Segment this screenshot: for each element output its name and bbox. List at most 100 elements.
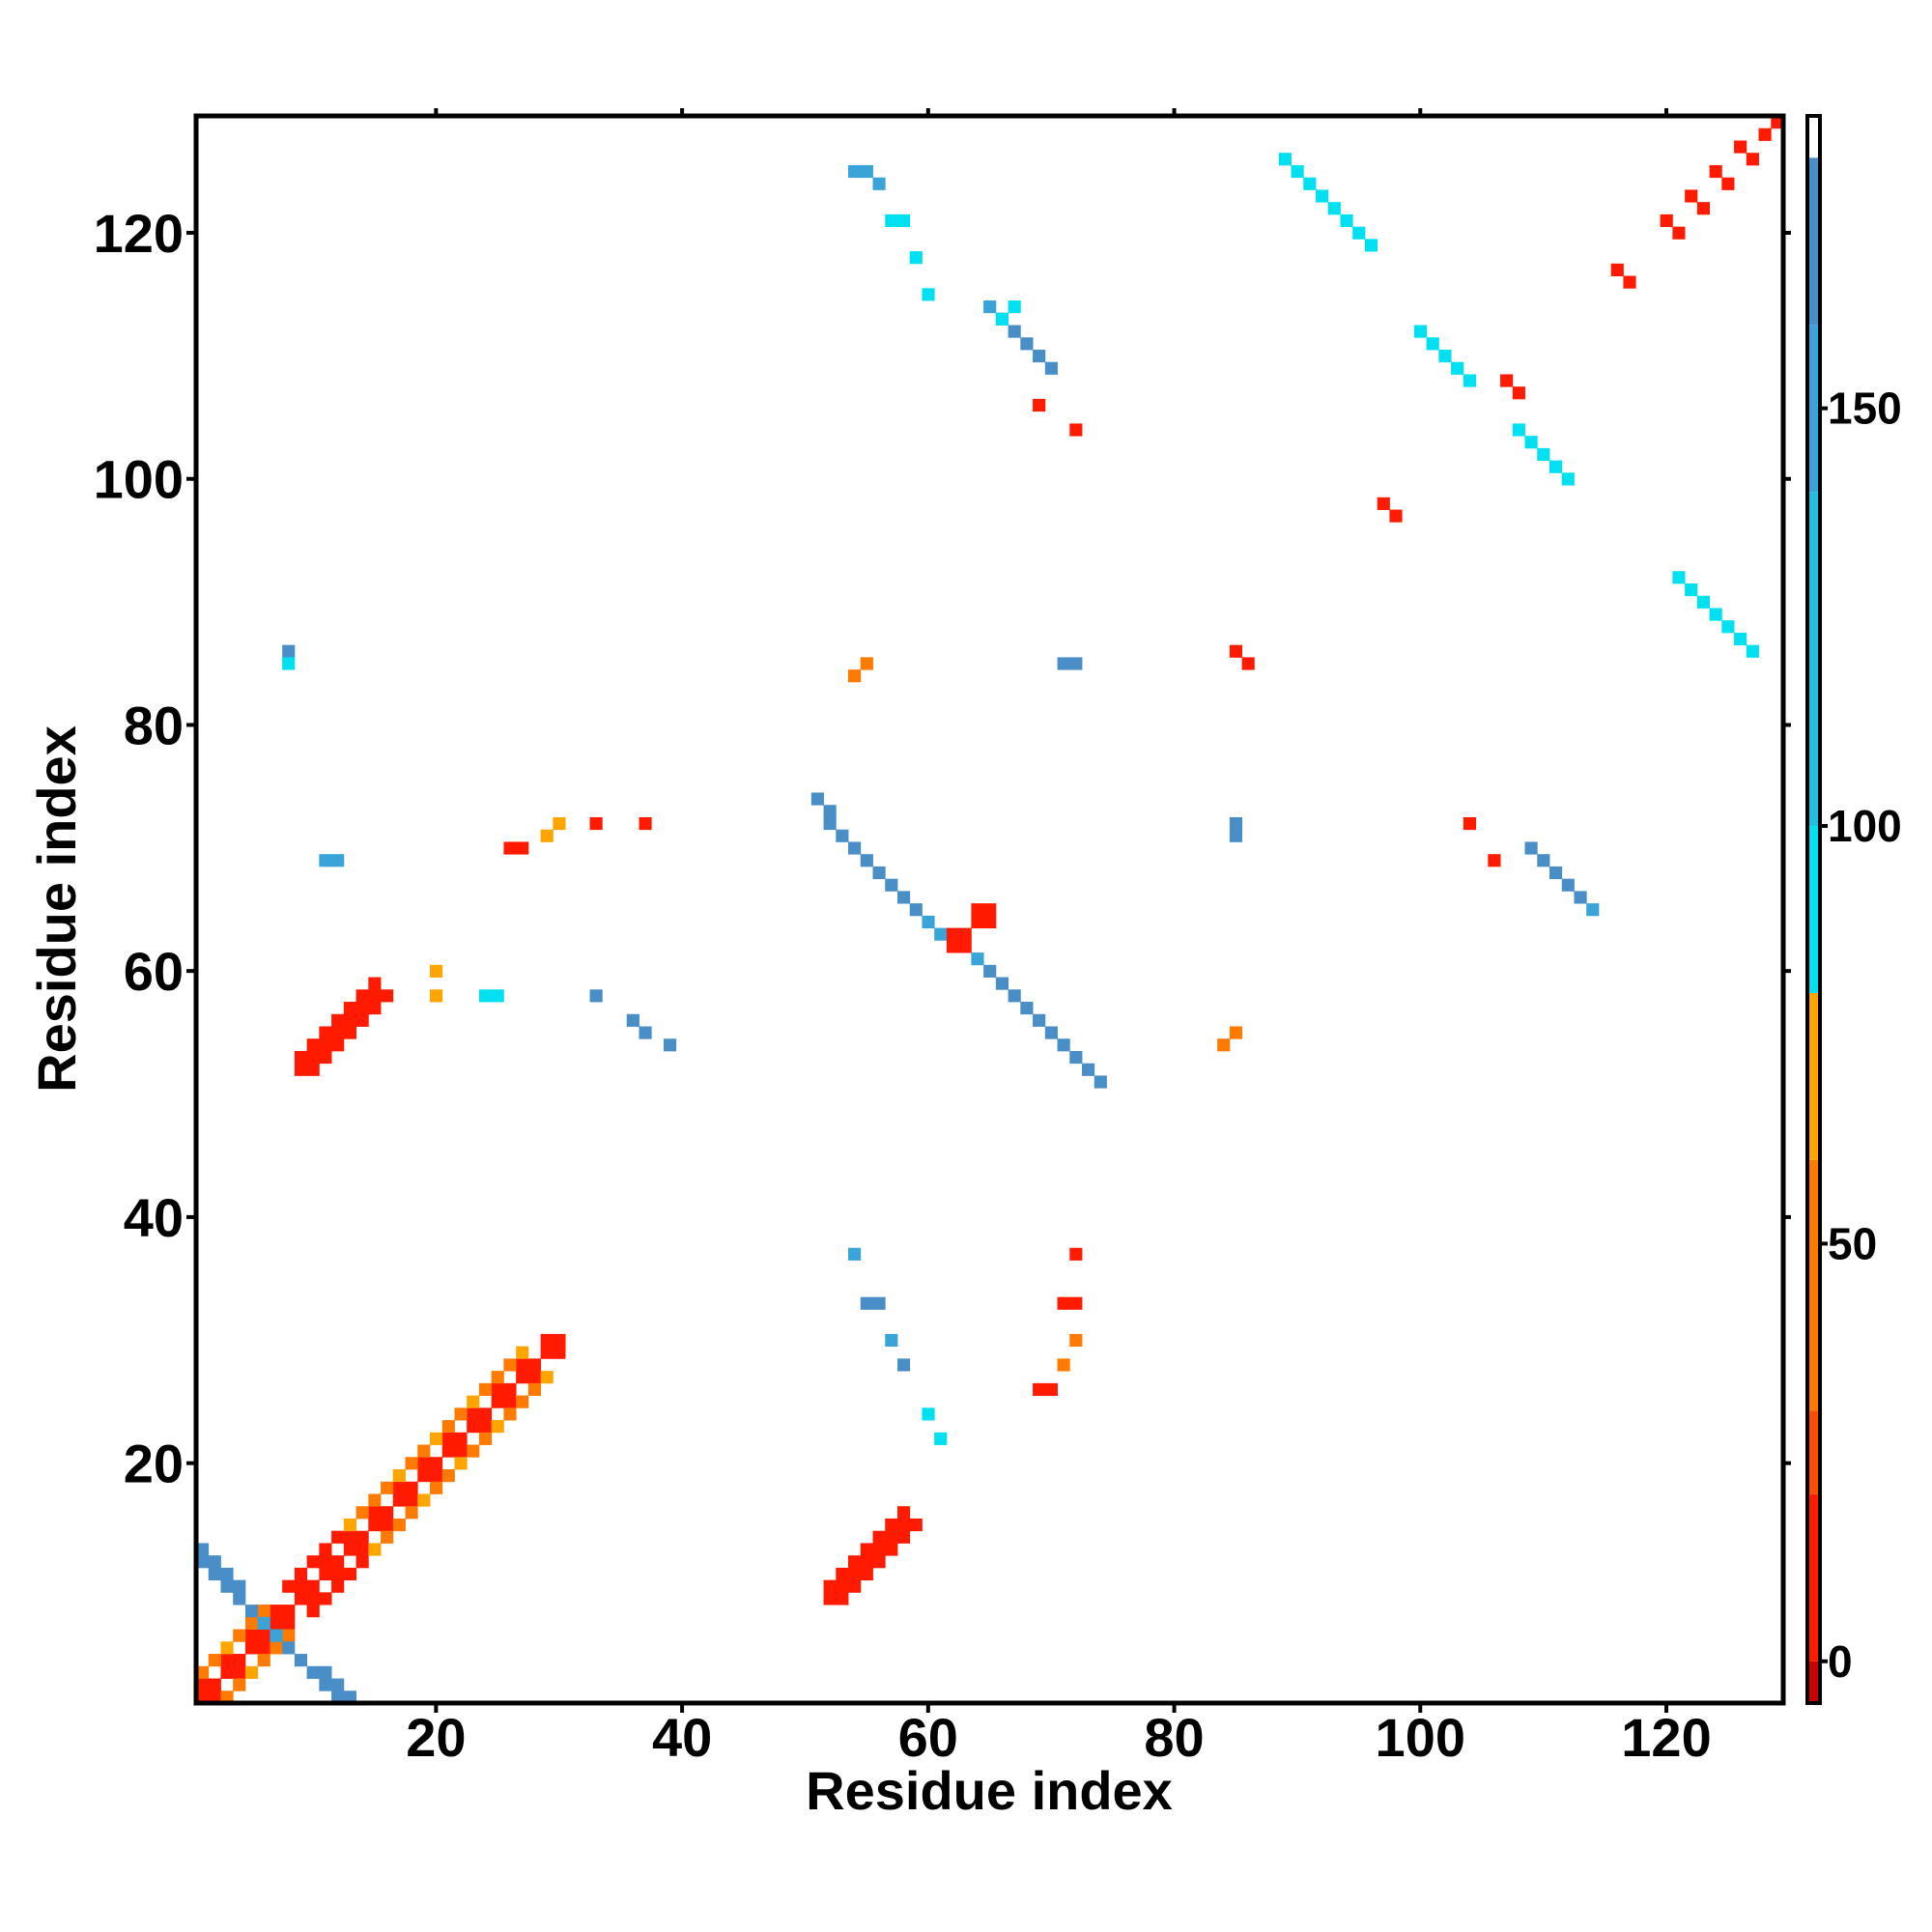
- heatmap-cell: [233, 1665, 246, 1679]
- heatmap-cell: [429, 989, 443, 1003]
- plot-frame: [193, 113, 1786, 1706]
- heatmap-cell: [1008, 300, 1021, 314]
- heatmap-cell: [503, 1382, 517, 1396]
- heatmap-cell: [1316, 189, 1329, 203]
- heatmap-cell: [1549, 866, 1563, 880]
- heatmap-cell: [1008, 325, 1021, 338]
- x-tick-label: 20: [406, 1707, 466, 1768]
- heatmap-cell: [343, 1567, 356, 1581]
- heatmap-cell: [467, 1395, 480, 1408]
- heatmap-cell: [836, 1567, 849, 1581]
- heatmap-cell: [306, 1592, 320, 1605]
- heatmap-cell: [1549, 460, 1563, 473]
- heatmap-cell: [270, 1641, 283, 1655]
- colorbar-band: [1807, 1661, 1820, 1703]
- heatmap-cell: [589, 989, 603, 1003]
- y-tick-label: 80: [124, 695, 184, 755]
- colorbar-band: [1807, 492, 1820, 827]
- heatmap-cell: [553, 1333, 566, 1348]
- heatmap-cell: [848, 164, 862, 179]
- heatmap-cell: [1008, 989, 1021, 1003]
- heatmap-cell: [417, 1493, 431, 1507]
- x-tick-label: 100: [1376, 1707, 1465, 1768]
- heatmap-cell: [639, 816, 652, 831]
- heatmap-cell: [1069, 423, 1083, 437]
- heatmap-cell: [1685, 582, 1698, 597]
- heatmap-cell: [1229, 1026, 1242, 1039]
- heatmap-cell: [478, 1420, 493, 1434]
- heatmap-cell: [355, 1543, 369, 1556]
- heatmap-cell: [294, 1063, 308, 1076]
- heatmap-cell: [405, 1481, 418, 1494]
- heatmap-cell: [1561, 878, 1575, 892]
- heatmap-cell: [220, 1567, 234, 1581]
- heatmap-cell: [294, 1654, 308, 1667]
- heatmap-cell: [368, 1518, 382, 1532]
- heatmap-cell: [1734, 632, 1747, 646]
- heatmap-cell: [1044, 1026, 1058, 1039]
- heatmap-cell: [491, 989, 504, 1003]
- heatmap-cell: [1512, 386, 1525, 400]
- heatmap-cell: [860, 164, 873, 179]
- heatmap-cell: [934, 1432, 948, 1445]
- heatmap-cell: [848, 841, 862, 855]
- heatmap-cell: [1229, 829, 1242, 842]
- heatmap-cell: [441, 1469, 455, 1483]
- heatmap-cell: [270, 1605, 283, 1618]
- heatmap-cell: [319, 1678, 332, 1691]
- heatmap-cell: [516, 1395, 529, 1408]
- colorbar-band: [1807, 116, 1820, 158]
- heatmap-cell: [294, 1050, 308, 1065]
- heatmap-cell: [1524, 436, 1538, 449]
- heatmap-cell: [429, 1432, 443, 1445]
- heatmap-cell: [860, 1296, 873, 1310]
- heatmap-cell: [381, 989, 394, 1003]
- heatmap-cell: [381, 1506, 394, 1520]
- heatmap-cell: [306, 1038, 320, 1052]
- heatmap-cell: [233, 1629, 246, 1642]
- heatmap-cell: [454, 1432, 468, 1445]
- heatmap-cell: [319, 1555, 332, 1569]
- heatmap-cell: [306, 1063, 320, 1076]
- heatmap-cell: [1734, 140, 1747, 154]
- heatmap-cell: [467, 1420, 480, 1434]
- heatmap-cell: [1033, 398, 1046, 412]
- heatmap-cell: [220, 1665, 234, 1679]
- heatmap-cell: [208, 1654, 221, 1667]
- heatmap-cell: [848, 1567, 862, 1581]
- heatmap-cell: [909, 903, 923, 917]
- heatmap-cell: [1033, 1382, 1046, 1396]
- colorbar: 0 50 100 150: [1805, 114, 1902, 1705]
- heatmap-cell: [196, 1665, 210, 1679]
- heatmap-cell: [467, 1407, 480, 1421]
- heatmap-cell: [478, 1382, 493, 1396]
- heatmap-cell: [343, 1690, 356, 1704]
- heatmap-cell: [282, 1641, 296, 1655]
- heatmap-cell: [971, 952, 984, 966]
- heatmap-cell: [319, 1665, 332, 1679]
- heatmap-cell: [208, 1678, 221, 1691]
- heatmap-cell: [196, 1678, 210, 1691]
- heatmap-cell: [958, 940, 972, 953]
- heatmap-cell: [1057, 1358, 1070, 1372]
- heatmap-cell: [392, 1469, 406, 1483]
- heatmap-cell: [282, 657, 296, 670]
- heatmap-cell: [896, 891, 911, 904]
- heatmap-cell: [626, 1013, 639, 1027]
- heatmap-cell: [491, 1371, 504, 1384]
- x-tick-label: 120: [1621, 1707, 1711, 1768]
- heatmap-cell: [381, 1481, 394, 1494]
- heatmap-cell: [257, 1629, 270, 1642]
- heatmap-cell: [922, 288, 935, 301]
- heatmap-cell: [331, 1026, 345, 1039]
- heatmap-cell: [983, 915, 997, 929]
- heatmap-cell: [319, 854, 332, 867]
- heatmap-cell: [1069, 657, 1083, 670]
- heatmap-cell: [233, 1654, 246, 1667]
- heatmap-cell: [860, 1555, 873, 1569]
- heatmap-cell: [1488, 854, 1501, 867]
- heatmap-cell: [294, 1567, 308, 1581]
- heatmap-cell: [331, 1690, 345, 1704]
- heatmap-cell: [294, 1579, 308, 1593]
- colorbar-tick-label: 0: [1828, 1636, 1853, 1687]
